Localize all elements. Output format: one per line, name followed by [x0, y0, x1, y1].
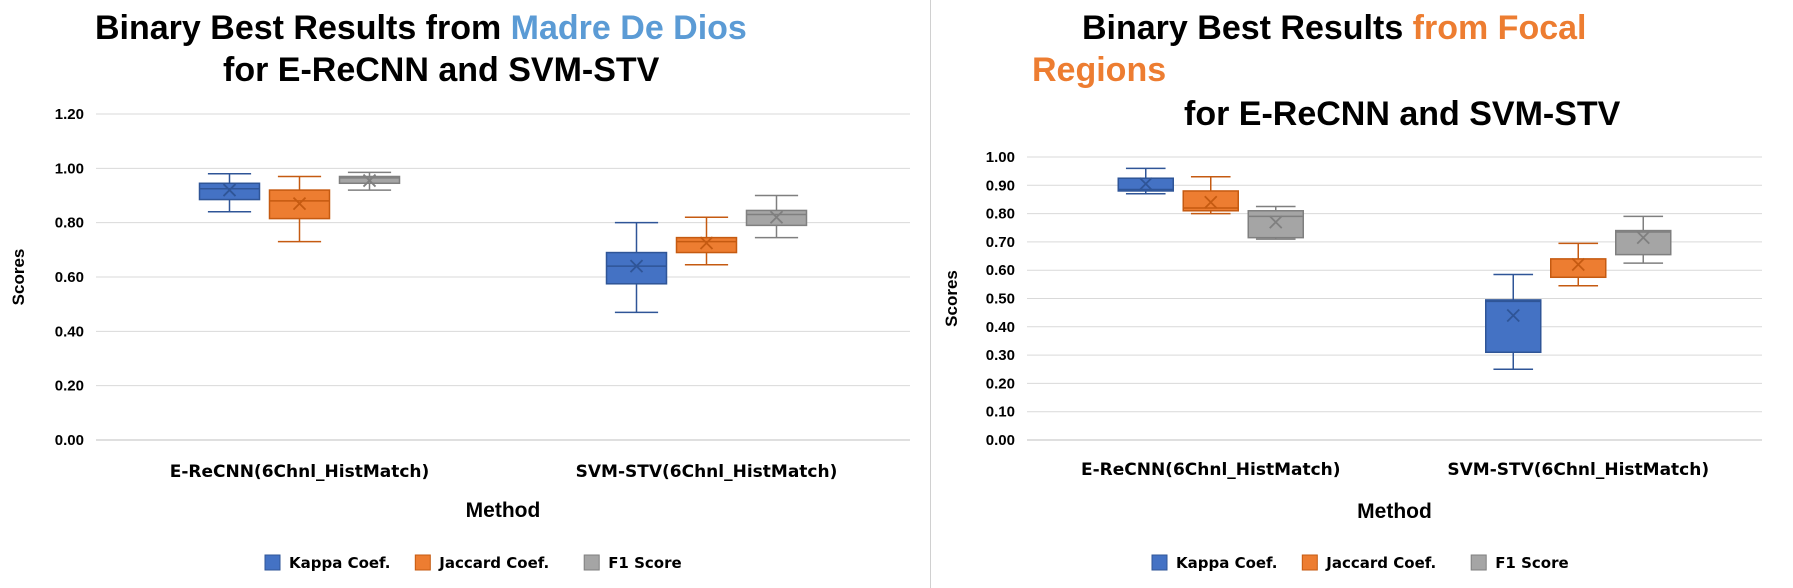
x-category-label: E-ReCNN(6Chnl_HistMatch) [170, 462, 430, 482]
chart-panel-right: Binary Best Results from Focal Regions f… [932, 0, 1793, 588]
y-axis-title: Scores [942, 270, 961, 327]
box-iqr [1182, 190, 1239, 212]
y-tick-label: 1.00 [55, 160, 84, 177]
y-tick-label: 0.60 [986, 262, 1015, 279]
legend-swatch [1470, 554, 1487, 571]
y-tick-label: 0.40 [986, 319, 1015, 336]
mean-marker [699, 236, 714, 250]
y-tick-label: 0.20 [55, 378, 84, 395]
x-category-label: SVM-STV(6Chnl_HistMatch) [576, 462, 838, 482]
box-jaccard-coef- [1550, 242, 1607, 287]
box-f1-score [745, 194, 808, 239]
legend-label: F1 Score [608, 554, 681, 572]
box-iqr [198, 182, 261, 201]
mean-marker [1139, 177, 1153, 191]
box-f1-score [1247, 205, 1304, 240]
mean-marker [1636, 231, 1650, 245]
mean-marker [292, 197, 307, 211]
chart-title-line2: for E-ReCNN and SVM-STV [223, 51, 660, 89]
chart-title-highlight-part1: from Focal [1412, 9, 1587, 47]
panel-divider [930, 0, 931, 588]
legend-swatch [414, 554, 431, 571]
mean-marker [1269, 215, 1283, 229]
box-iqr [1485, 299, 1542, 354]
legend-label: Jaccard Coef. [1325, 554, 1436, 572]
y-tick-label: 0.40 [55, 323, 84, 340]
box-kappa-coef- [198, 173, 261, 213]
box-iqr [675, 236, 738, 254]
y-tick-label: 0.90 [986, 177, 1015, 194]
chart-title-text: Binary Best Results from [95, 9, 511, 47]
x-axis-title: Method [466, 499, 541, 522]
mean-marker [222, 183, 237, 197]
box-iqr [1615, 229, 1672, 256]
chart-title: Binary Best Results from Focal [1082, 8, 1586, 48]
box-iqr [1247, 210, 1304, 239]
legend-swatch [1151, 554, 1168, 571]
y-axis-title: Scores [9, 249, 28, 306]
y-tick-label: 0.50 [986, 291, 1015, 308]
chart-title-line2: for E-ReCNN and SVM-STV [1184, 95, 1621, 133]
y-tick-label: 0.60 [55, 269, 84, 286]
box-jaccard-coef- [675, 216, 738, 266]
y-tick-label: 1.00 [986, 149, 1015, 166]
mean-marker [362, 173, 377, 188]
box-plot-left: 0.00 0.20 0.40 0.60 0.80 1.00 1.20 E-ReCNN(6Chn… [9, 106, 910, 572]
x-axis-title: Method [1357, 500, 1432, 523]
legend-swatch [583, 554, 600, 571]
y-tick-label: 1.20 [55, 106, 84, 123]
mean-marker [629, 259, 644, 273]
chart-panel-left: Binary Best Results from Madre De Dios f… [9, 8, 910, 572]
legend-swatch [264, 554, 281, 571]
x-category-label: E-ReCNN(6Chnl_HistMatch) [1081, 460, 1341, 480]
box-iqr [605, 251, 668, 285]
mean-marker [769, 210, 784, 224]
chart-title-highlight-part2: Regions [1032, 51, 1167, 89]
chart-title: Binary Best Results from Madre De Dios [95, 8, 747, 48]
box-iqr [1550, 258, 1607, 279]
box-f1-score [338, 171, 401, 191]
x-category-label: SVM-STV(6Chnl_HistMatch) [1447, 460, 1709, 480]
legend-label: Kappa Coef. [1176, 554, 1277, 572]
legend-label: Kappa Coef. [289, 554, 390, 572]
legend-label: F1 Score [1495, 554, 1568, 572]
box-kappa-coef- [605, 221, 668, 314]
legend-swatch [1301, 554, 1318, 571]
mean-marker [1571, 257, 1585, 272]
y-tick-label: 0.70 [986, 234, 1015, 251]
y-tick-label: 0.00 [986, 432, 1015, 449]
chart-title-highlight: Madre De Dios [510, 9, 747, 47]
y-tick-label: 0.10 [986, 404, 1015, 421]
box-jaccard-coef- [1182, 176, 1239, 215]
y-tick-label: 0.20 [986, 375, 1015, 392]
y-tick-label: 0.00 [55, 432, 84, 449]
box-kappa-coef- [1117, 167, 1174, 195]
box-plot-right: 0.00 0.10 0.20 0.30 0.40 0.50 0.60 0.70 0.80 0.90… [942, 149, 1762, 572]
box-kappa-coef- [1485, 273, 1542, 370]
box-f1-score [1615, 215, 1672, 264]
legend-label: Jaccard Coef. [438, 554, 549, 572]
y-tick-label: 0.80 [986, 206, 1015, 223]
y-tick-label: 0.30 [986, 347, 1015, 364]
mean-marker [1506, 308, 1520, 323]
y-tick-label: 0.80 [55, 215, 84, 232]
box-jaccard-coef- [268, 175, 331, 243]
mean-marker [1204, 195, 1218, 209]
chart-title-text: Binary Best Results [1082, 9, 1413, 47]
